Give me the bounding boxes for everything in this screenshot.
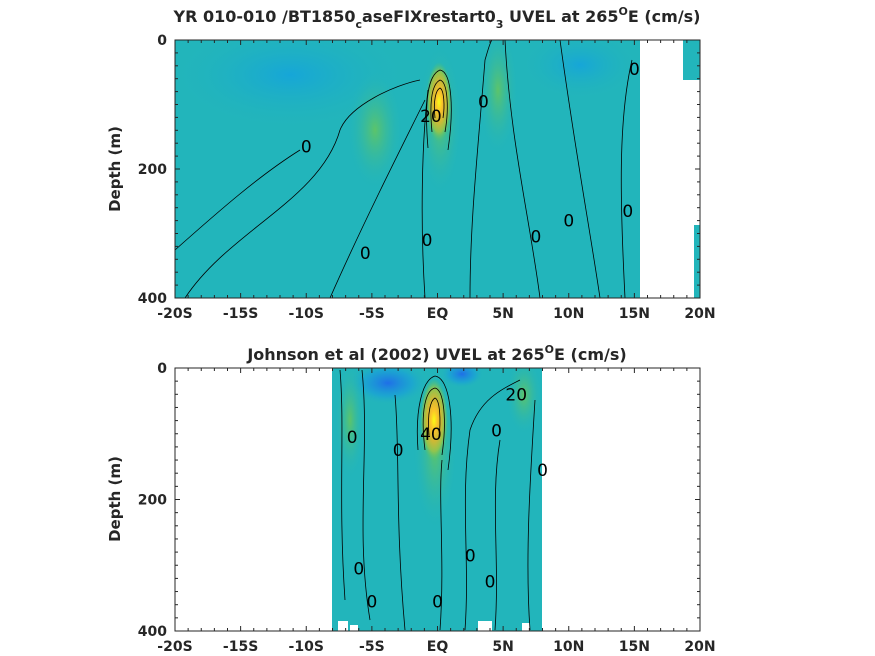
panel-1-green-band-south <box>347 70 403 190</box>
x-tick-label: -20S <box>157 306 192 322</box>
x-tick-label: 15N <box>619 639 650 655</box>
panel-2-ylabel: Depth (m) <box>106 456 124 542</box>
x-tick-label: 20N <box>684 306 715 322</box>
panel-2-contour-line <box>422 387 445 456</box>
x-tick-label: -10S <box>289 639 324 655</box>
panel-2-contour-line <box>416 375 452 471</box>
contour-label: 0 <box>491 421 502 441</box>
y-tick-label: 400 <box>138 624 167 640</box>
panel-1-contour-line <box>329 99 426 298</box>
contour-label: 0 <box>353 560 364 580</box>
panel-2: Johnson et al (2002) UVEL at 265OE (cm/s… <box>106 343 716 655</box>
x-tick-label: EQ <box>427 306 449 322</box>
panel-2-green-band-north <box>506 368 542 435</box>
panel-2-title: Johnson et al (2002) UVEL at 265OE (cm/s… <box>246 343 626 364</box>
contour-label: 0 <box>478 92 489 112</box>
panel-1-east-strip-lower <box>694 225 700 298</box>
panel-1: YR 010-010 /BT1850caseFIXrestart03 UVEL … <box>106 5 716 322</box>
panel-1-contour-line <box>433 87 445 119</box>
panel-1-contour-line <box>184 79 421 298</box>
panel-1-blue-region-north <box>520 40 640 100</box>
panel-2-contour-line <box>394 394 406 631</box>
panel-2-contour-line <box>361 369 371 621</box>
x-tick-label: EQ <box>427 639 449 655</box>
panel-1-east-strip <box>683 40 700 80</box>
x-tick-label: 15N <box>619 306 650 322</box>
panel-2-contour-line <box>428 397 441 439</box>
panel-2-contour-line <box>439 459 443 631</box>
contour-label: 20 <box>420 107 442 127</box>
panel-2-bottom-gap <box>350 625 358 631</box>
y-tick-label: 200 <box>138 493 167 509</box>
y-tick-label: 400 <box>138 291 167 307</box>
y-tick-label: 0 <box>157 361 167 377</box>
x-tick-label: 5N <box>492 639 513 655</box>
contour-label: 0 <box>432 592 443 612</box>
contour-label: 0 <box>622 202 633 222</box>
contour-label: 0 <box>465 546 476 566</box>
panel-1-field <box>175 40 700 298</box>
panel-1-contour-line <box>559 40 601 298</box>
panel-1-contour-line <box>620 59 633 298</box>
x-tick-label: -20S <box>157 639 192 655</box>
panel-1-contour-line <box>469 40 493 298</box>
panel-1-core <box>426 62 452 142</box>
contour-label: 0 <box>485 573 496 593</box>
panel-1-contour-line <box>430 79 448 133</box>
panel-1-ylabel: Depth (m) <box>106 126 124 212</box>
contour-label: 20 <box>505 385 527 405</box>
panel-2-blue-region-left <box>348 368 428 405</box>
contour-label: 0 <box>629 60 640 80</box>
panel-2-core <box>420 378 448 462</box>
panel-1-contour-line <box>504 40 541 298</box>
panel-1-contour-labels: 0 0 0 0 0 0 0 0 20 <box>301 60 640 264</box>
x-tick-label: -15S <box>223 306 258 322</box>
panel-2-contour-line <box>339 369 346 601</box>
contour-label: 0 <box>301 137 312 157</box>
panel-2-bottom-gap <box>478 621 492 631</box>
panel-1-missing-data <box>640 40 700 298</box>
panel-2-blue-region-right <box>440 368 484 388</box>
contour-label: 0 <box>360 244 371 264</box>
panel-2-contour-line <box>494 439 501 631</box>
panel-2-contour-line <box>464 379 521 631</box>
contour-label: 40 <box>420 425 442 445</box>
contour-label: 0 <box>422 231 433 251</box>
contour-label: 0 <box>537 461 548 481</box>
contour-label: 0 <box>531 228 542 248</box>
panel-2-green-band-south <box>335 368 365 480</box>
x-tick-label: 10N <box>553 639 584 655</box>
x-tick-label: 20N <box>684 639 715 655</box>
panel-1-green-band-north <box>478 40 518 155</box>
x-tick-label: -10S <box>289 306 324 322</box>
contour-label: 0 <box>393 441 404 461</box>
panel-1-contour-line <box>175 149 301 251</box>
panel-2-field <box>332 368 542 631</box>
panel-1-contour-line <box>426 69 452 151</box>
x-tick-label: 5N <box>492 306 513 322</box>
panel-1-contour-line <box>421 89 429 298</box>
panel-2-bottom-gap <box>522 623 530 631</box>
y-tick-label: 200 <box>138 162 167 178</box>
contour-label: 0 <box>366 592 377 612</box>
panel-2-bottom-gap <box>338 621 348 631</box>
panel-2-contour-line <box>527 399 536 631</box>
x-tick-label: -5S <box>359 639 385 655</box>
x-tick-label: -5S <box>359 306 385 322</box>
x-tick-label: 10N <box>553 306 584 322</box>
contour-label: 0 <box>347 428 358 448</box>
x-tick-label: -15S <box>223 639 258 655</box>
contour-label: 0 <box>563 212 574 232</box>
y-tick-label: 0 <box>157 33 167 49</box>
panel-1-title: YR 010-010 /BT1850caseFIXrestart03 UVEL … <box>172 5 700 31</box>
